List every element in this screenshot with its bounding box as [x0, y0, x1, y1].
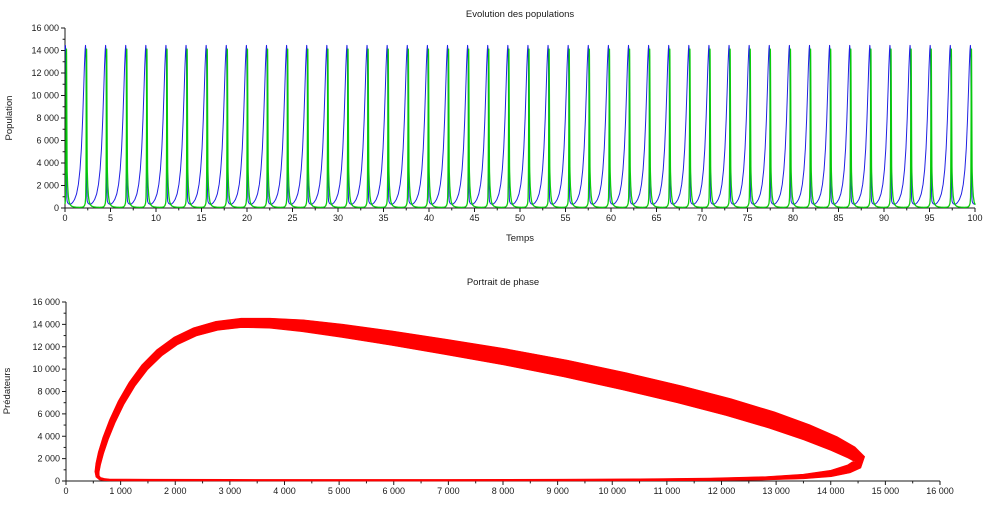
phase-portrait-limit-cycle — [94, 317, 865, 482]
x-tick-label: 80 — [788, 213, 798, 223]
x-tick-label: 25 — [287, 213, 297, 223]
x-tick-label: 65 — [651, 213, 661, 223]
evolution-series — [64, 44, 976, 208]
x-tick-label: 20 — [242, 213, 252, 223]
proies-series-path — [64, 44, 976, 205]
y-tick-label: 0 — [54, 203, 59, 213]
phase-portrait-chart: Portrait de phase Prédateurs 0 1 000 2 000… — [2, 277, 954, 496]
x-tick-label: 8 000 — [492, 486, 515, 496]
evolution-x-axis-label: Temps — [506, 233, 534, 244]
x-tick-label: 90 — [879, 213, 889, 223]
x-tick-label: 95 — [924, 213, 934, 223]
x-tick-label: 40 — [424, 213, 434, 223]
y-tick-label: 12 000 — [31, 68, 59, 78]
x-tick-label: 2 000 — [164, 486, 187, 496]
predateurs-series-path — [64, 48, 976, 208]
x-tick-label: 10 — [151, 213, 161, 223]
x-tick-label: 5 000 — [328, 486, 351, 496]
x-tick-label: 3 000 — [219, 486, 242, 496]
y-tick-label: 6 000 — [36, 136, 59, 146]
y-tick-label: 4 000 — [37, 431, 60, 441]
y-tick-label: 10 000 — [31, 91, 59, 101]
y-tick-label: 2 000 — [37, 454, 60, 464]
x-tick-label: 1 000 — [109, 486, 132, 496]
x-tick-label: 13 000 — [762, 486, 790, 496]
x-tick-label: 6 000 — [382, 486, 405, 496]
x-tick-label: 16 000 — [926, 486, 954, 496]
x-tick-label: 0 — [63, 486, 68, 496]
y-tick-label: 14 000 — [31, 46, 59, 56]
phase-portrait-y-axis-label: Prédateurs — [2, 368, 13, 415]
x-tick-label: 35 — [378, 213, 388, 223]
evolution-y-axis-label: Population — [4, 96, 15, 141]
evolution-chart: Evolution des populations Temps Populati… — [4, 9, 983, 244]
y-tick-label: 16 000 — [31, 23, 59, 33]
x-tick-label: 55 — [560, 213, 570, 223]
x-tick-label: 7 000 — [437, 486, 460, 496]
x-tick-label: 12 000 — [708, 486, 736, 496]
phase-portrait-title: Portrait de phase — [467, 277, 539, 288]
y-tick-label: 0 — [55, 476, 60, 486]
x-tick-label: 85 — [833, 213, 843, 223]
x-tick-label: 14 000 — [817, 486, 845, 496]
x-tick-label: 70 — [697, 213, 707, 223]
y-tick-label: 16 000 — [32, 297, 60, 307]
x-tick-label: 5 — [108, 213, 113, 223]
evolution-chart-title: Evolution des populations — [466, 9, 575, 20]
x-tick-label: 11 000 — [653, 486, 680, 496]
x-tick-label: 30 — [333, 213, 343, 223]
y-tick-label: 2 000 — [36, 181, 59, 191]
x-tick-label: 15 000 — [872, 486, 900, 496]
y-tick-label: 8 000 — [36, 113, 59, 123]
phase-portrait-axes: 0 1 000 2 000 3 000 4 000 5 000 6 000 7 000 8 00… — [32, 297, 953, 496]
y-tick-label: 12 000 — [32, 342, 60, 352]
x-tick-label: 45 — [469, 213, 479, 223]
y-tick-label: 10 000 — [32, 364, 60, 374]
y-tick-label: 6 000 — [37, 409, 60, 419]
y-tick-label: 8 000 — [37, 387, 60, 397]
x-tick-label: 15 — [196, 213, 206, 223]
x-tick-label: 4 000 — [273, 486, 296, 496]
x-tick-label: 10 000 — [598, 486, 626, 496]
limit-cycle-band — [94, 317, 865, 482]
x-tick-label: 60 — [606, 213, 616, 223]
x-tick-label: 50 — [515, 213, 525, 223]
x-tick-label: 75 — [742, 213, 752, 223]
evolution-axes: 0 5 10 15 20 25 30 35 40 45 50 55 60 65 70 75 80 85 90 95 10… — [31, 23, 982, 223]
y-tick-label: 4 000 — [36, 158, 59, 168]
x-tick-label: 100 — [967, 213, 982, 223]
y-tick-label: 14 000 — [32, 319, 60, 329]
x-tick-label: 9 000 — [546, 486, 569, 496]
x-tick-label: 0 — [62, 213, 67, 223]
